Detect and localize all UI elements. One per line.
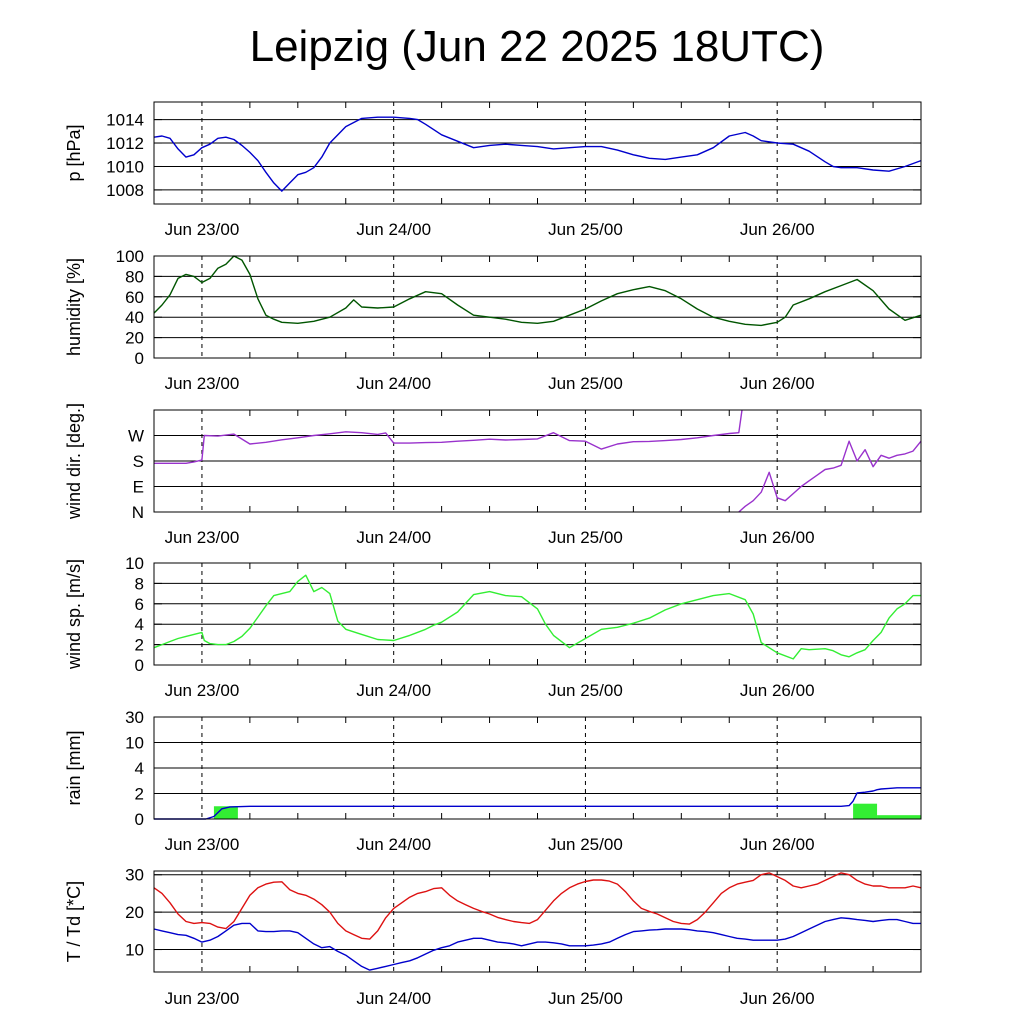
- panel-frame: [153, 101, 922, 205]
- y-tick-label: 1014: [106, 111, 144, 130]
- x-day-label: Jun 25/00: [548, 681, 623, 700]
- x-day-label: Jun 24/00: [356, 220, 431, 239]
- y-tick-label: 0: [135, 656, 144, 675]
- y-axis-label: wind sp. [m/s]: [64, 559, 84, 670]
- y-tick-label: 2: [135, 636, 144, 655]
- temperature-series-temperature: [153, 872, 922, 940]
- y-tick-label: 10: [125, 941, 144, 960]
- y-tick-label: 0: [135, 810, 144, 829]
- x-day-label: Jun 25/00: [548, 220, 623, 239]
- pressure-series-pressure: [153, 116, 922, 192]
- x-day-label: Jun 23/00: [165, 681, 240, 700]
- x-day-label: Jun 26/00: [740, 989, 815, 1008]
- y-tick-label: N: [132, 503, 144, 522]
- y-tick-label: 20: [125, 903, 144, 922]
- y-tick-label: 1010: [106, 157, 144, 176]
- x-day-label: Jun 23/00: [165, 220, 240, 239]
- x-day-label: Jun 24/00: [356, 681, 431, 700]
- y-tick-label: W: [128, 427, 144, 446]
- panel-pressure: 1008 1010 1012 1014 p [hPa] Jun 23/00 Jun 24/0…: [64, 101, 922, 239]
- x-day-label: Jun 26/00: [740, 835, 815, 854]
- y-tick-label: 1012: [106, 134, 144, 153]
- rain-series-rain_cumulative: [154, 787, 921, 820]
- y-tick-label: 10: [125, 734, 144, 753]
- y-axis-label: wind dir. [deg.]: [64, 403, 84, 520]
- x-day-label: Jun 23/00: [165, 528, 240, 547]
- y-tick-label: 4: [135, 759, 144, 778]
- y-tick-label: 4: [135, 615, 144, 634]
- x-day-label: Jun 24/00: [356, 835, 431, 854]
- y-axis-label: humidity [%]: [64, 258, 84, 356]
- panel-frame: [153, 716, 922, 820]
- panel-frame: [153, 562, 922, 666]
- x-day-label: Jun 25/00: [548, 835, 623, 854]
- rain-bar: [877, 815, 921, 819]
- x-day-label: Jun 26/00: [740, 681, 815, 700]
- y-tick-label: 2: [135, 785, 144, 804]
- x-day-label: Jun 25/00: [548, 989, 623, 1008]
- panel-wind_speed: 02 46 810 wind sp. [m/s] Jun 23/00 Jun 24/00 J…: [64, 554, 922, 700]
- y-tick-label: 80: [125, 267, 144, 286]
- y-tick-label: 100: [116, 247, 144, 266]
- panel-temperature: 10 20 30 T / Td [*C] Jun 23/00 Jun 24/00 Jun 2…: [64, 866, 922, 1008]
- x-day-label: Jun 26/00: [740, 528, 815, 547]
- panel-frame: [153, 409, 922, 513]
- panel-frame: [153, 255, 922, 359]
- x-day-label: Jun 26/00: [740, 374, 815, 393]
- rain-bar: [213, 806, 238, 819]
- panel-frame: [153, 870, 922, 973]
- humidity-series-humidity: [153, 255, 922, 327]
- x-day-label: Jun 25/00: [548, 528, 623, 547]
- wind_speed-series-wind_speed: [153, 574, 921, 660]
- panel-rain: 0 2 4 10 30 rain [mm] Jun 23/00 Jun 24/00 Jun 25…: [64, 708, 922, 854]
- chart-title: Leipzig (Jun 22 2025 18UTC): [249, 22, 825, 71]
- y-tick-label: 40: [125, 308, 144, 327]
- y-tick-label: 0: [135, 349, 144, 368]
- y-tick-label: 30: [125, 866, 144, 885]
- x-day-label: Jun 24/00: [356, 374, 431, 393]
- y-tick-label: 6: [135, 595, 144, 614]
- x-day-label: Jun 24/00: [356, 528, 431, 547]
- y-tick-label: 20: [125, 329, 144, 348]
- x-day-label: Jun 23/00: [165, 835, 240, 854]
- y-tick-label: 60: [125, 288, 144, 307]
- wind_dir-series-wind_dir: [154, 409, 743, 464]
- x-day-label: Jun 25/00: [548, 374, 623, 393]
- y-axis-label: rain [mm]: [64, 730, 84, 805]
- x-day-label: Jun 24/00: [356, 989, 431, 1008]
- temperature-series-dewpoint: [153, 917, 921, 971]
- x-day-label: Jun 23/00: [165, 989, 240, 1008]
- x-day-label: Jun 26/00: [740, 220, 815, 239]
- y-tick-label: E: [133, 478, 144, 497]
- y-tick-label: 30: [125, 708, 144, 727]
- y-tick-label: S: [133, 452, 144, 471]
- x-day-label: Jun 23/00: [165, 374, 240, 393]
- y-tick-label: 1008: [106, 181, 144, 200]
- rain-bar: [853, 803, 878, 819]
- y-axis-label: p [hPa]: [64, 124, 84, 181]
- wind_dir-series-wind_dir: [738, 440, 922, 513]
- y-axis-label: T / Td [*C]: [64, 881, 84, 962]
- y-tick-label: 10: [125, 554, 144, 573]
- y-tick-label: 8: [135, 574, 144, 593]
